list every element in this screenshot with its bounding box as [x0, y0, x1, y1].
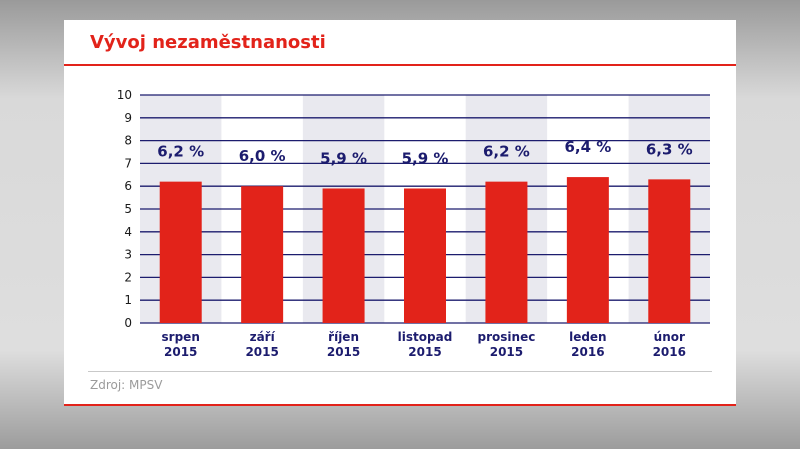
bar: [159, 181, 202, 323]
source-divider: [88, 371, 712, 372]
bar: [322, 188, 365, 323]
y-tick-label: 4: [124, 225, 132, 239]
x-tick-label-year: 2016: [653, 345, 686, 359]
title-divider: [64, 64, 736, 66]
chart-card: Vývoj nezaměstnanosti 0 1 2 3 4 5 6 7 8 9 10 6,2 % s…: [64, 20, 736, 406]
x-tick-label: leden: [569, 330, 607, 344]
y-tick-label: 0: [124, 316, 132, 330]
chart-title: Vývoj nezaměstnanosti: [90, 32, 326, 53]
y-tick-label: 2: [124, 270, 132, 284]
y-tick-label: 9: [124, 111, 132, 125]
data-label: 6,4 %: [564, 138, 611, 156]
x-tick-label: únor: [654, 330, 685, 344]
x-tick-label-year: 2015: [490, 345, 523, 359]
bar: [648, 179, 691, 323]
x-tick-label-year: 2015: [164, 345, 197, 359]
data-label: 6,3 %: [646, 140, 693, 158]
x-tick-label: září: [250, 330, 276, 344]
bar: [241, 186, 284, 323]
y-tick-label: 1: [124, 293, 132, 307]
y-tick-label: 8: [124, 134, 132, 148]
y-tick-label: 10: [117, 88, 132, 102]
x-tick-label: srpen: [162, 330, 200, 344]
x-tick-label-year: 2015: [245, 345, 278, 359]
x-tick-label-year: 2015: [327, 345, 360, 359]
y-tick-label: 6: [124, 179, 132, 193]
x-tick-label: prosinec: [478, 330, 536, 344]
x-tick-label: listopad: [398, 330, 453, 344]
bar: [404, 188, 446, 323]
bar: [485, 181, 528, 323]
data-label: 5,9 %: [320, 149, 367, 167]
data-label: 5,9 %: [402, 149, 449, 167]
y-tick-label: 3: [124, 248, 132, 262]
bottom-divider: [64, 404, 736, 406]
data-label: 6,2 %: [157, 143, 204, 161]
y-tick-label: 7: [124, 156, 132, 170]
source-note: Zdroj: MPSV: [90, 378, 163, 392]
y-tick-label: 5: [124, 202, 132, 216]
bar: [566, 177, 609, 323]
data-label: 6,2 %: [483, 143, 530, 161]
x-tick-label-year: 2016: [571, 345, 604, 359]
x-tick-label: říjen: [328, 330, 359, 344]
x-tick-label-year: 2015: [408, 345, 441, 359]
data-label: 6,0 %: [239, 147, 286, 165]
